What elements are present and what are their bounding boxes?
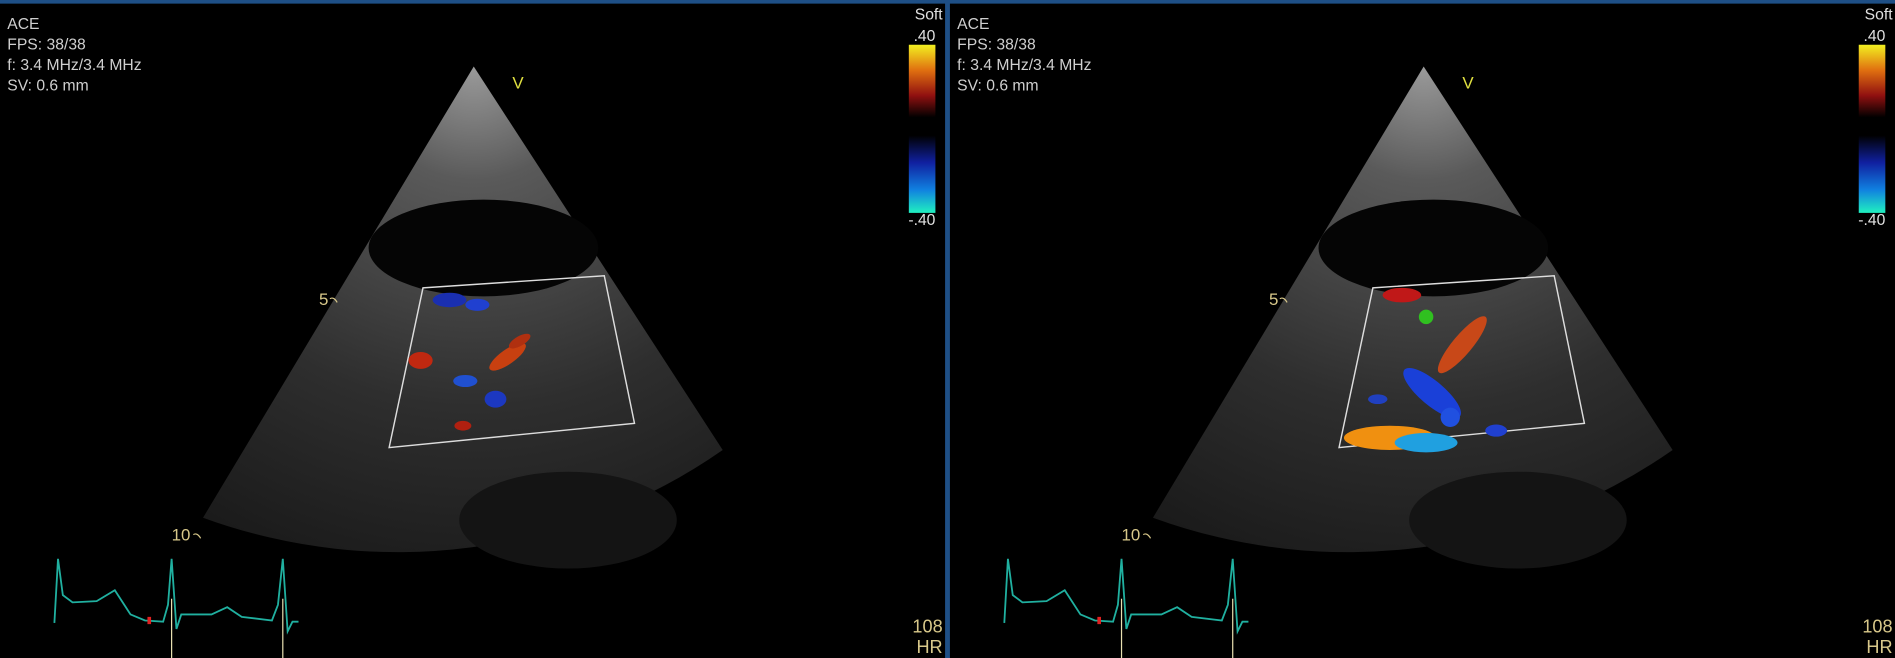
doppler-flow [1419,310,1434,325]
color-scale-negative [1859,135,1886,212]
image-panel: ACE FPS: 38/38 f: 3.4 MHz/3.4 MHz SV: 0.6 m… [0,4,945,658]
doppler-flow [408,352,432,369]
ultrasound-screen: ACE FPS: 38/38 f: 3.4 MHz/3.4 MHz SV: 0.6 m… [0,0,1895,658]
ecg-sample [1097,617,1101,624]
image-panel: ACE FPS: 38/38 f: 3.4 MHz/3.4 MHz SV: 0.6 m… [950,4,1895,658]
info-text: f: 3.4 MHz/3.4 MHz [7,57,141,74]
page: {"panels":[ {"mode":"ACE","fps":"FPS: 38… [0,0,1895,658]
info-text: FPS: 38/38 [7,37,86,54]
color-map-name: Soft [1865,6,1894,23]
heart-rate-label: HR [916,637,942,657]
color-map-min: -.40 [908,212,935,229]
color-map-max: .40 [1863,28,1885,45]
info-text: ACE [7,16,39,33]
color-scale-positive [909,45,936,118]
color-scale-negative [909,135,936,212]
doppler-flow [454,421,471,431]
info-text: f: 3.4 MHz/3.4 MHz [957,57,1091,74]
chamber [1319,200,1549,297]
depth-marker: 10 [1122,526,1141,545]
heart-rate-value: 108 [912,617,942,637]
heart-rate-value: 108 [1862,617,1892,637]
ecg-sample [147,617,151,624]
info-text: ACE [957,16,989,33]
doppler-flow [1395,433,1458,452]
color-scale-positive [1859,45,1886,118]
info-text: FPS: 38/38 [957,37,1036,54]
chamber [459,472,677,569]
doppler-flow [433,293,467,308]
color-map-min: -.40 [1858,212,1885,229]
doppler-flow [1441,408,1460,427]
heart-rate-label: HR [1866,637,1892,657]
doppler-flow [465,299,489,311]
doppler-flow [453,375,477,387]
chamber [1409,472,1627,569]
color-map-name: Soft [915,6,944,23]
orientation-marker: V [1462,73,1474,92]
chamber [369,200,599,297]
info-text: SV: 0.6 mm [957,78,1038,95]
depth-marker: 5 [319,290,328,309]
doppler-flow [1485,425,1507,437]
color-map-max: .40 [914,28,936,45]
doppler-flow [1383,288,1422,303]
info-text: SV: 0.6 mm [7,78,88,95]
orientation-marker: V [512,73,524,92]
doppler-flow [1368,394,1387,404]
depth-marker: 10 [172,526,191,545]
depth-marker: 5 [1269,290,1278,309]
doppler-flow [485,391,507,408]
